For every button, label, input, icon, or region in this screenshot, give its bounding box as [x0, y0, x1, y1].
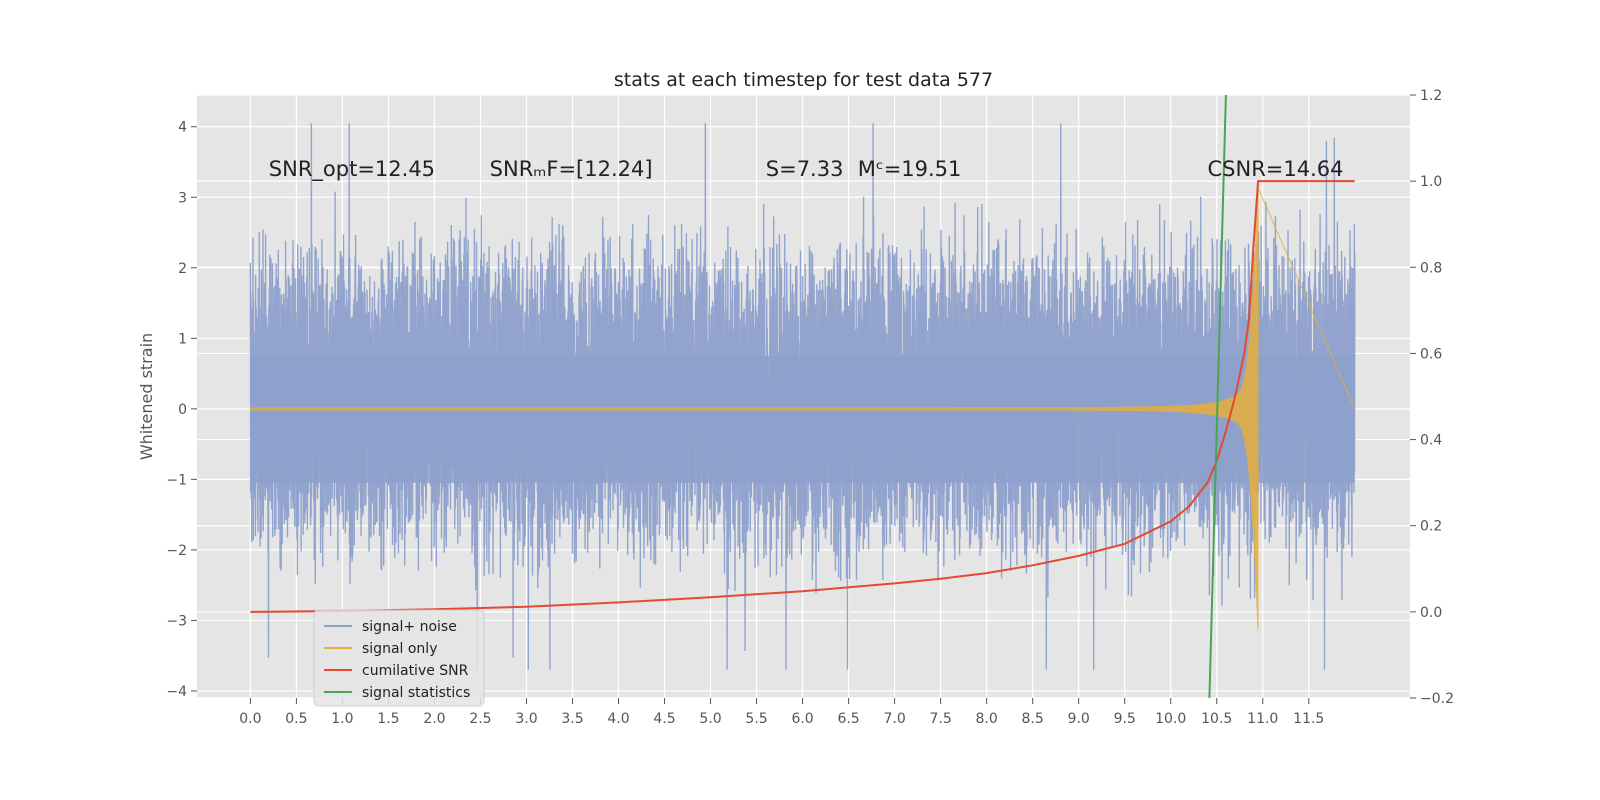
x-tick-label: 0.5 — [285, 711, 307, 727]
y-right-tick-label: 1.2 — [1420, 88, 1442, 104]
x-tick-label: 10.0 — [1155, 711, 1186, 727]
y-right-tick-label: 0.6 — [1420, 346, 1442, 362]
legend-entry: signal+ noise — [362, 619, 457, 635]
signal-noise-series — [249, 123, 1356, 670]
x-tick-label: 11.0 — [1247, 711, 1278, 727]
annotation-text: CSNR=14.64 — [1208, 157, 1344, 181]
x-tick-label: 3.0 — [515, 711, 537, 727]
x-tick-label: 6.5 — [837, 711, 859, 727]
y-right-tick-label: 0.8 — [1420, 260, 1442, 276]
annotation-text: SNRₘF=[12.24] — [490, 157, 653, 181]
x-tick-label: 9.0 — [1068, 711, 1090, 727]
annotation-text: Mᶜ=19.51 — [858, 157, 962, 181]
y-right-tick-label: −0.2 — [1420, 691, 1454, 707]
x-tick-label: 4.5 — [653, 711, 675, 727]
data-layer — [249, 95, 1356, 698]
y-tick-label: −4 — [166, 684, 187, 700]
legend-entry: signal only — [362, 641, 437, 657]
x-tick-label: 8.5 — [1022, 711, 1044, 727]
legend-box — [313, 609, 485, 707]
annotation-text: S=7.33 — [766, 157, 844, 181]
x-tick-label: 1.0 — [331, 711, 353, 727]
x-tick-label: 5.0 — [699, 711, 721, 727]
y-axis-label: Whitened strain — [137, 333, 156, 460]
x-tick-label: 9.5 — [1114, 711, 1136, 727]
y-right-tick-label: 0.4 — [1420, 433, 1442, 449]
y-tick-label: 0 — [178, 402, 187, 418]
legend-entry: signal statistics — [362, 685, 470, 701]
x-tick-label: 10.5 — [1201, 711, 1232, 727]
cumulative-snr-series — [250, 180, 1355, 613]
legend: signal+ noise signal only cumilative SNR si… — [313, 609, 485, 707]
x-tick-label: 6.0 — [791, 711, 813, 727]
signal-statistics-series — [1208, 95, 1227, 698]
x-tick-label: 8.0 — [976, 711, 998, 727]
y-tick-label: 3 — [178, 190, 187, 206]
chart-title: stats at each timestep for test data 577 — [614, 69, 993, 91]
x-tick-label: 11.5 — [1293, 711, 1324, 727]
annotation-text: SNR_opt=12.45 — [269, 157, 435, 182]
x-tick-label: 4.0 — [607, 711, 629, 727]
x-tick-label: 7.0 — [883, 711, 905, 727]
y-tick-label: −2 — [166, 543, 187, 559]
legend-entry: cumilative SNR — [362, 663, 469, 679]
y-right-tick-label: 0.2 — [1420, 519, 1442, 535]
y-tick-label: 1 — [178, 331, 187, 347]
x-tick-label: 1.5 — [377, 711, 399, 727]
y-tick-label: 4 — [178, 120, 187, 136]
y-tick-label: 2 — [178, 261, 187, 277]
x-tick-label: 0.0 — [239, 711, 261, 727]
y-tick-label: −1 — [166, 472, 187, 488]
x-tick-label: 7.5 — [929, 711, 951, 727]
y-right-tick-label: 0.0 — [1420, 605, 1442, 621]
y-tick-label: −3 — [166, 613, 187, 629]
signal-only-series — [249, 187, 1356, 630]
axes: 0.0 0.5 1.0 1.5 2.0 2.5 3.0 3.5 4.0 4.5 5.0 5.5 6.0 6… — [166, 88, 1454, 727]
x-tick-label: 2.0 — [423, 711, 445, 727]
x-tick-label: 3.5 — [561, 711, 583, 727]
x-tick-label: 2.5 — [469, 711, 491, 727]
annotations: SNR_opt=12.45 SNRₘF=[12.24] S=7.33 Mᶜ=19.51… — [269, 157, 1344, 182]
x-tick-label: 5.5 — [745, 711, 767, 727]
y-right-tick-label: 1.0 — [1420, 174, 1442, 190]
